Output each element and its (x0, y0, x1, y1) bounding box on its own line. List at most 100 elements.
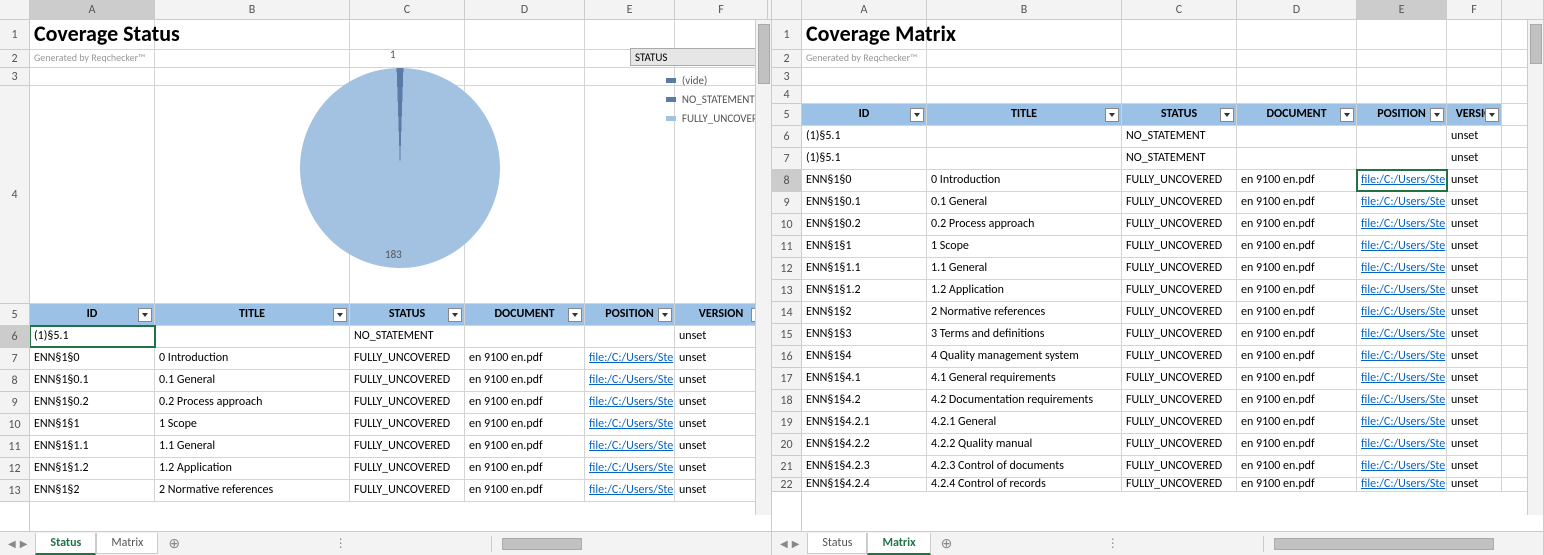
cell-id[interactable]: ENN§1§1.2 (30, 458, 155, 479)
filter-dropdown-icon[interactable] (1220, 108, 1234, 122)
row-header-10[interactable]: 10 (772, 214, 801, 236)
empty-cell[interactable] (927, 68, 1122, 85)
cell-title[interactable]: 2 Normative references (155, 480, 350, 501)
empty-cell[interactable] (1357, 68, 1447, 85)
cell-title[interactable]: 1.1 General (155, 436, 350, 457)
cell-position[interactable]: file:/C:/Users/Ste (1357, 236, 1447, 257)
row-header-9[interactable]: 9 (0, 392, 29, 414)
cell-id[interactable]: ENN§1§0.2 (802, 214, 927, 235)
row-header-20[interactable]: 20 (772, 434, 801, 456)
cell-document[interactable]: en 9100 en.pdf (465, 392, 585, 413)
empty-cell[interactable] (1122, 50, 1237, 67)
empty-cell[interactable] (1357, 86, 1447, 103)
cell-id[interactable]: ENN§1§4.2.2 (802, 434, 927, 455)
cell-document[interactable] (1237, 148, 1357, 169)
cell-position[interactable]: file:/C:/Users/Ste (1357, 434, 1447, 455)
select-all-corner[interactable] (772, 0, 802, 19)
column-header-C[interactable]: C (1122, 0, 1237, 19)
row-header-12[interactable]: 12 (772, 258, 801, 280)
chevron-left-icon[interactable]: ◀ (8, 537, 16, 550)
cell-id[interactable]: (1)§5.1 (802, 148, 927, 169)
tab-splitter-icon[interactable]: ⋮ (190, 536, 491, 551)
vscroll-thumb[interactable] (1530, 24, 1542, 64)
cell-title[interactable]: 4.1 General requirements (927, 368, 1122, 389)
cell-version[interactable]: unset (1447, 214, 1502, 235)
cell-document[interactable]: en 9100 en.pdf (465, 348, 585, 369)
cell-id[interactable]: ENN§1§0 (802, 170, 927, 191)
cell-id[interactable]: ENN§1§4.2 (802, 390, 927, 411)
filter-dropdown-icon[interactable] (1105, 108, 1119, 122)
cell-document[interactable]: en 9100 en.pdf (1237, 368, 1357, 389)
row-header-13[interactable]: 13 (772, 280, 801, 302)
cell-id[interactable]: ENN§1§1 (802, 236, 927, 257)
select-all-corner[interactable] (0, 0, 30, 19)
cell-status[interactable]: FULLY_UNCOVERED (1122, 236, 1237, 257)
cell-title[interactable]: 0.1 General (155, 370, 350, 391)
empty-cell[interactable] (1237, 20, 1357, 49)
row-header-6[interactable]: 6 (0, 326, 29, 348)
row-header-1[interactable]: 1 (0, 20, 29, 50)
cell-id[interactable]: (1)§5.1 (30, 326, 155, 347)
cell-status[interactable]: NO_STATEMENT (1122, 148, 1237, 169)
cell-position[interactable]: file:/C:/Users/Ste (585, 436, 675, 457)
empty-cell[interactable] (350, 20, 465, 49)
cell-version[interactable]: unset (1447, 170, 1502, 191)
empty-cell[interactable] (802, 68, 927, 85)
cell-title[interactable] (927, 148, 1122, 169)
cell-document[interactable]: en 9100 en.pdf (465, 458, 585, 479)
cell-version[interactable]: unset (1447, 456, 1502, 477)
cell-title[interactable]: 1.2 Application (927, 280, 1122, 301)
cell-version[interactable]: unset (1447, 346, 1502, 367)
vscroll-thumb[interactable] (758, 24, 770, 84)
cell-position[interactable]: file:/C:/Users/Ste (1357, 478, 1447, 491)
row-header-17[interactable]: 17 (772, 368, 801, 390)
cell-title[interactable]: 2 Normative references (927, 302, 1122, 323)
cell-id[interactable]: ENN§1§0 (30, 348, 155, 369)
cell-document[interactable]: en 9100 en.pdf (1237, 412, 1357, 433)
empty-cell[interactable] (1122, 86, 1237, 103)
column-header-F[interactable]: F (1447, 0, 1502, 19)
empty-cell[interactable] (802, 86, 927, 103)
cell-position[interactable]: file:/C:/Users/Ste (1357, 170, 1447, 191)
cell-title[interactable] (155, 326, 350, 347)
cell-title[interactable]: 1 Scope (155, 414, 350, 435)
status-dropdown[interactable]: STATUS (630, 48, 770, 66)
cell-id[interactable]: ENN§1§1.1 (30, 436, 155, 457)
column-header-C[interactable]: C (350, 0, 465, 19)
tab-splitter-icon[interactable]: ⋮ (962, 536, 1263, 551)
row-header-6[interactable]: 6 (772, 126, 801, 148)
cell-title[interactable] (927, 126, 1122, 147)
row-header-11[interactable]: 11 (772, 236, 801, 258)
cell-id[interactable]: ENN§1§2 (30, 480, 155, 501)
cell-version[interactable]: unset (1447, 280, 1502, 301)
cell-title[interactable]: 4 Quality management system (927, 346, 1122, 367)
empty-cell[interactable] (927, 86, 1122, 103)
chevron-right-icon[interactable]: ▶ (792, 537, 800, 550)
empty-cell[interactable] (1237, 86, 1357, 103)
cell-status[interactable]: FULLY_UNCOVERED (1122, 368, 1237, 389)
row-header-8[interactable]: 8 (0, 370, 29, 392)
cell-document[interactable]: en 9100 en.pdf (1237, 236, 1357, 257)
cell-position[interactable]: file:/C:/Users/Ste (585, 414, 675, 435)
cell-status[interactable]: FULLY_UNCOVERED (1122, 478, 1237, 491)
cell-version[interactable]: unset (1447, 236, 1502, 257)
row-header-16[interactable]: 16 (772, 346, 801, 368)
column-header-D[interactable]: D (1237, 0, 1357, 19)
cell-id[interactable]: ENN§1§0.2 (30, 392, 155, 413)
cell-title[interactable]: 4.2 Documentation requirements (927, 390, 1122, 411)
empty-cell[interactable] (1447, 68, 1502, 85)
cell-document[interactable]: en 9100 en.pdf (465, 436, 585, 457)
filter-dropdown-icon[interactable] (1485, 108, 1499, 122)
cell-status[interactable]: FULLY_UNCOVERED (1122, 302, 1237, 323)
cell-document[interactable]: en 9100 en.pdf (465, 414, 585, 435)
cell-status[interactable]: FULLY_UNCOVERED (350, 436, 465, 457)
empty-cell[interactable] (1357, 50, 1447, 67)
empty-cell[interactable] (1447, 50, 1502, 67)
row-header-21[interactable]: 21 (772, 456, 801, 478)
row-header-15[interactable]: 15 (772, 324, 801, 346)
chevron-left-icon[interactable]: ◀ (780, 537, 788, 550)
cell-version[interactable]: unset (1447, 412, 1502, 433)
cell-version[interactable]: unset (1447, 390, 1502, 411)
cell-status[interactable]: FULLY_UNCOVERED (1122, 170, 1237, 191)
cell-status[interactable]: FULLY_UNCOVERED (350, 370, 465, 391)
